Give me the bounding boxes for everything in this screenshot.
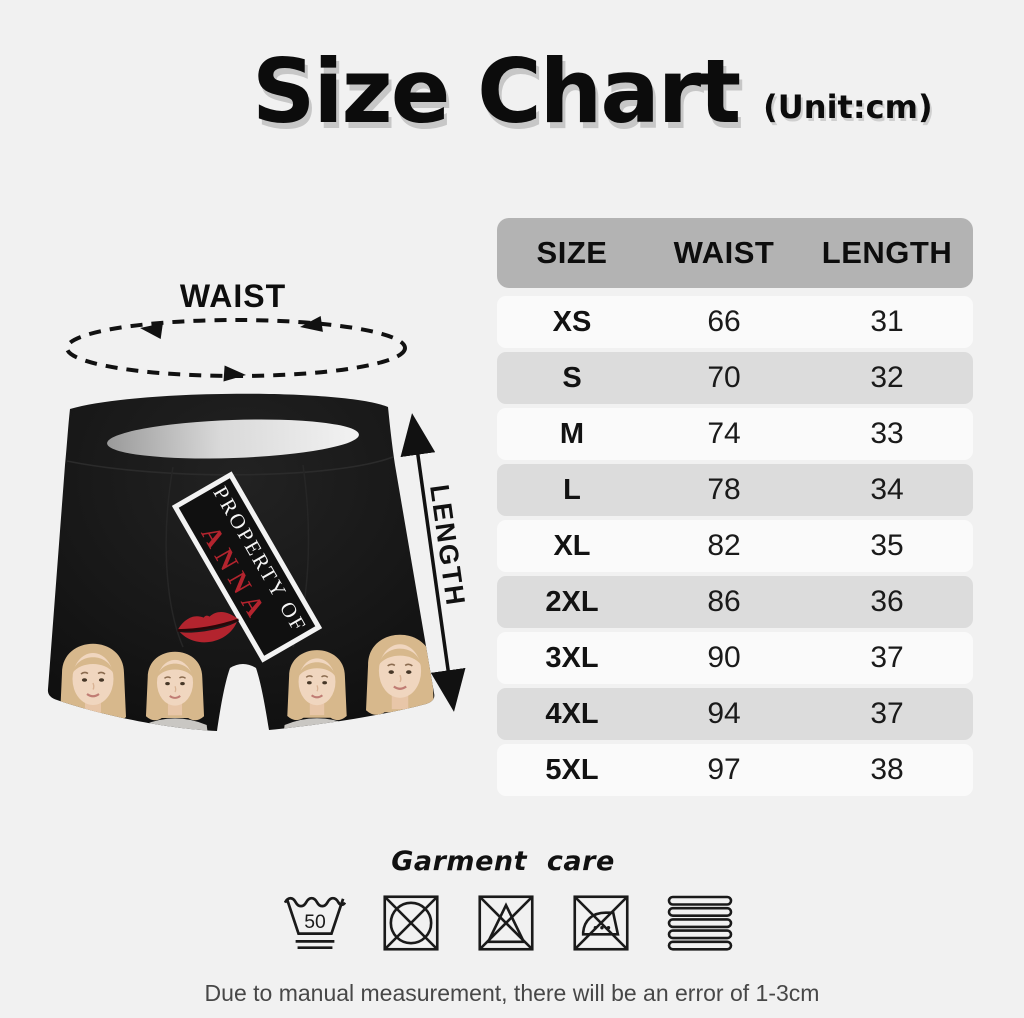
boxer-briefs-illustration: PROPERTY OF ANNA: [47, 393, 435, 732]
size-cell: XL: [553, 529, 591, 562]
waist-cell: 66: [707, 305, 741, 338]
length-cell: 34: [870, 473, 904, 506]
waistband-opening: [107, 419, 359, 459]
size-cell: 5XL: [545, 753, 599, 786]
garment-care-heading: Garment care: [391, 846, 615, 877]
wash-temperature: 50: [304, 911, 326, 933]
table-row: XL 82 35: [497, 520, 973, 572]
length-cell: 36: [870, 585, 904, 618]
waist-measure-ellipse-icon: [65, 316, 407, 382]
length-cell: 31: [870, 305, 904, 338]
size-table-header: SIZE WAIST LENGTH: [497, 218, 973, 288]
header-size: SIZE: [536, 235, 608, 270]
waist-cell: 90: [707, 641, 741, 674]
measurement-disclaimer: Due to manual measurement, there will be…: [204, 980, 820, 1006]
unit-label: (Unit:cm): [763, 88, 933, 126]
waist-cell: 78: [707, 473, 741, 506]
waist-cell: 74: [707, 417, 741, 450]
waist-measure-label: WAIST: [179, 278, 287, 314]
do-not-bleach-icon: [478, 895, 534, 951]
header-waist: WAIST: [673, 235, 775, 270]
length-measure-arrow: LENGTH: [400, 413, 471, 712]
waist-cell: 97: [707, 753, 741, 786]
table-row: L 78 34: [497, 464, 973, 516]
do-not-tumble-dry-icon: [383, 895, 439, 951]
wash-50-icon: 50: [284, 896, 346, 950]
waist-cell: 70: [707, 361, 741, 394]
waist-cell: 86: [707, 585, 741, 618]
length-cell: 38: [870, 753, 904, 786]
printed-face: [140, 650, 210, 732]
size-cell: 2XL: [545, 585, 599, 618]
do-not-iron-icon: [573, 895, 629, 951]
table-row: 3XL 90 37: [497, 632, 973, 684]
page-title-row: Size Chart (Unit:cm): [252, 48, 933, 136]
table-row: 4XL 94 37: [497, 688, 973, 740]
size-cell: S: [562, 361, 582, 394]
size-cell: 4XL: [545, 697, 599, 730]
length-cell: 37: [870, 641, 904, 674]
size-cell: L: [563, 473, 581, 506]
table-row: 2XL 86 36: [497, 576, 973, 628]
dry-flat-lines-icon: [667, 895, 733, 951]
table-row: XS 66 31: [497, 296, 973, 348]
length-cell: 32: [870, 361, 904, 394]
waist-cell: 94: [707, 697, 741, 730]
length-cell: 33: [870, 417, 904, 450]
lips-kiss-icon: [177, 612, 239, 643]
length-cell: 37: [870, 697, 904, 730]
table-row: M 74 33: [497, 408, 973, 460]
size-cell: 3XL: [545, 641, 599, 674]
header-length: LENGTH: [821, 235, 953, 270]
size-table: SIZE WAIST LENGTH XS 66 31 S 70 32 M 74 …: [497, 218, 973, 800]
care-icons-row: 50: [0, 891, 1018, 955]
length-cell: 35: [870, 529, 904, 562]
printed-face: [281, 649, 353, 732]
waist-cell: 82: [707, 529, 741, 562]
table-row: 5XL 97 38: [497, 744, 973, 796]
page-title: Size Chart: [252, 40, 741, 143]
property-of-label: PROPERTY OF ANNA: [171, 471, 323, 663]
printed-face: [53, 642, 133, 732]
size-cell: M: [559, 417, 585, 450]
table-row: S 70 32: [497, 352, 973, 404]
size-cell: XS: [552, 305, 592, 338]
